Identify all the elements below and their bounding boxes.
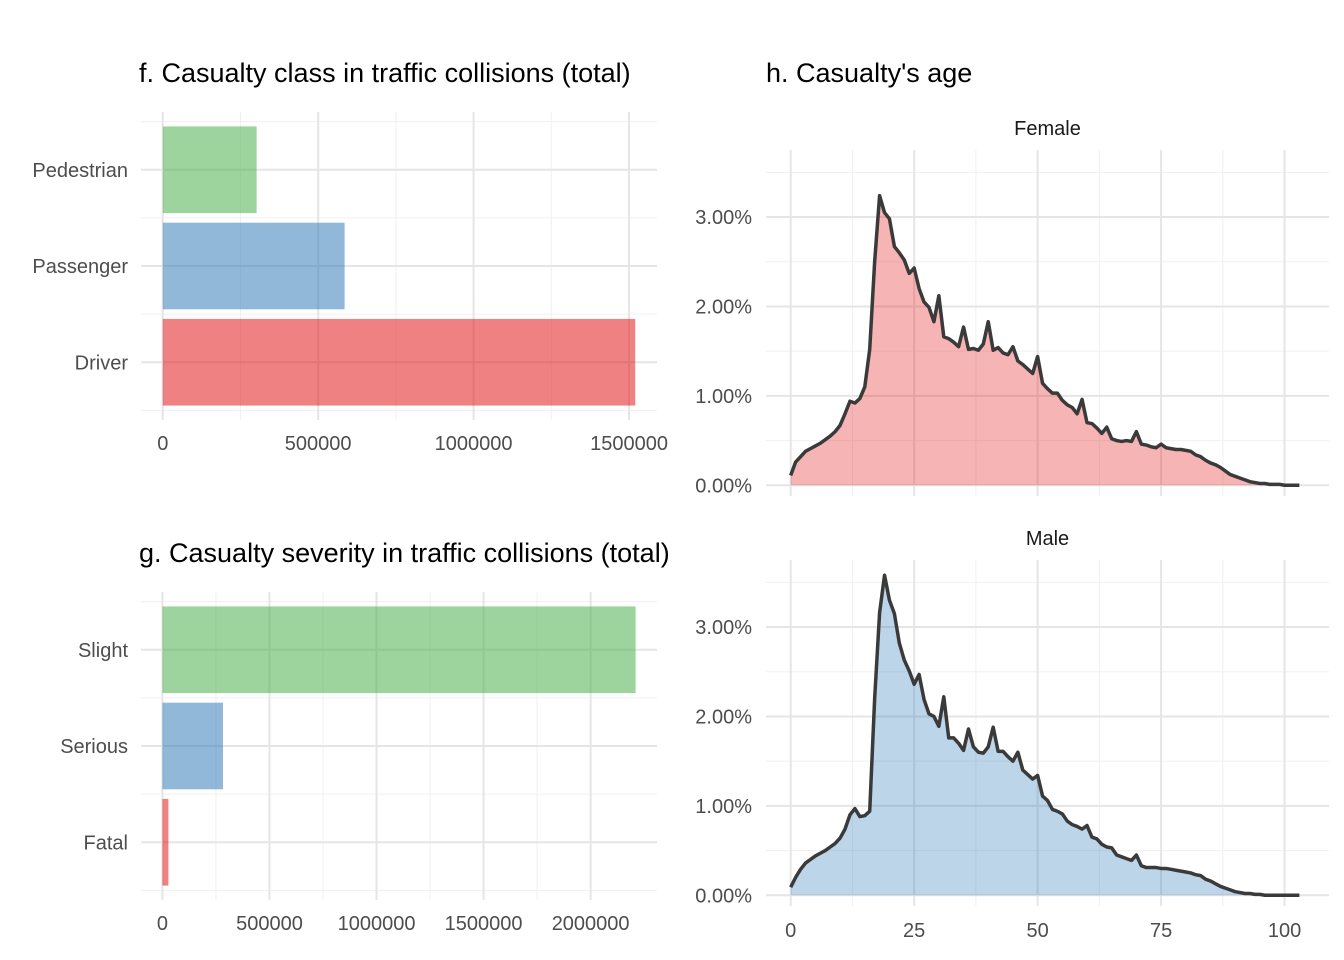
- x-tick-label: 1500000: [590, 433, 668, 455]
- bar-fatal: [162, 798, 169, 886]
- y-tick-label: Driver: [75, 352, 129, 374]
- y-tick-label: 0.00%: [695, 885, 752, 907]
- x-tick-label: 500000: [236, 913, 303, 935]
- facet-label: Female: [1014, 118, 1081, 140]
- x-tick-label: 75: [1150, 920, 1172, 942]
- bar-serious: [162, 702, 224, 790]
- x-tick-label: 500000: [285, 433, 352, 455]
- y-tick-label: 3.00%: [695, 617, 752, 639]
- x-tick-label: 0: [157, 913, 168, 935]
- chart-title: f. Casualty class in traffic collisions …: [139, 58, 631, 88]
- x-tick-label: 1000000: [435, 433, 513, 455]
- bar-passenger: [162, 222, 345, 310]
- bar-driver: [162, 318, 636, 406]
- y-tick-label: 1.00%: [695, 796, 752, 818]
- y-tick-label: 2.00%: [695, 706, 752, 728]
- y-tick-label: Serious: [60, 736, 128, 758]
- bar-pedestrian: [162, 126, 257, 214]
- chart-casualty-age: h. Casualty's age Female 0.00% 1.00% 2.00% 3…: [695, 58, 1329, 942]
- area-female: [790, 195, 1300, 486]
- y-tick-label: Pedestrian: [32, 160, 128, 182]
- y-tick-label: 1.00%: [695, 386, 752, 408]
- area-male: [790, 575, 1300, 896]
- y-tick-label: Slight: [78, 640, 128, 662]
- x-tick-label: 100: [1268, 920, 1301, 942]
- facet-label: Male: [1026, 528, 1069, 550]
- line-male: [789, 573, 1300, 898]
- line-female: [789, 193, 1300, 488]
- x-tick-label: 25: [903, 920, 925, 942]
- x-tick-label: 1500000: [445, 913, 523, 935]
- x-tick-label: 50: [1026, 920, 1048, 942]
- y-tick-label: 2.00%: [695, 296, 752, 318]
- chart-casualty-class: f. Casualty class in traffic collisions …: [32, 58, 668, 455]
- chart-title: g. Casualty severity in traffic collisio…: [139, 538, 670, 568]
- y-tick-label: 0.00%: [695, 475, 752, 497]
- x-tick-label: 1000000: [338, 913, 416, 935]
- y-tick-label: Passenger: [32, 256, 128, 278]
- x-tick-label: 0: [785, 920, 796, 942]
- y-tick-label: Fatal: [84, 832, 128, 854]
- chart-casualty-severity: g. Casualty severity in traffic collisio…: [60, 538, 670, 935]
- x-tick-label: 0: [157, 433, 168, 455]
- bar-slight: [162, 606, 636, 694]
- x-tick-label: 2000000: [552, 913, 630, 935]
- y-tick-label: 3.00%: [695, 207, 752, 229]
- chart-title: h. Casualty's age: [766, 58, 972, 88]
